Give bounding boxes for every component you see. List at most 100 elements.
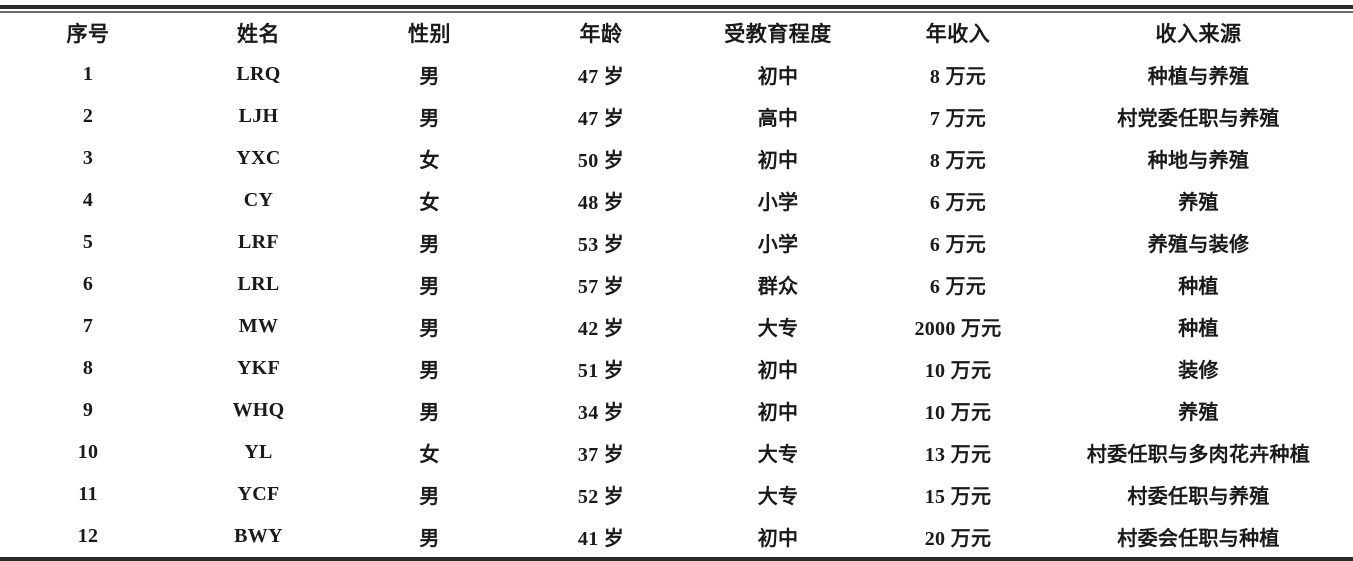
cell-seq: 1 — [82, 62, 94, 85]
cell-income: 8 万元 — [929, 149, 987, 172]
cell-name: LRQ — [236, 62, 281, 85]
cell-age: 51 岁 — [577, 359, 625, 382]
table-row: 5 LRF 男 53 岁 小学 6 万元 养殖与装修 — [0, 221, 1353, 263]
cell-source: 种地与养殖 — [1147, 149, 1250, 172]
cell-seq: 8 — [82, 356, 94, 379]
cell-source: 养殖 — [1178, 401, 1219, 424]
cell-edu: 初中 — [757, 527, 799, 550]
cell-income: 6 万元 — [929, 275, 987, 298]
table-header: 序号 姓名 性别 年龄 受教育程度 年收入 收入来源 — [0, 13, 1353, 53]
cell-gender: 女 — [419, 191, 440, 214]
table-bottom-rule — [0, 557, 1353, 561]
cell-age: 47 岁 — [577, 107, 625, 130]
cell-edu: 初中 — [757, 401, 799, 424]
cell-income: 7 万元 — [929, 107, 987, 130]
column-header-income-source: 收入来源 — [1155, 22, 1242, 46]
cell-income: 6 万元 — [929, 191, 987, 214]
column-header-education: 受教育程度 — [724, 22, 832, 46]
table-body: 1 LRQ 男 47 岁初中 8 万元 种植与养殖 2 LJH 男 47 岁高中 7 万元 村党委任职… — [0, 53, 1353, 557]
cell-edu: 小学 — [757, 191, 799, 214]
cell-income: 13 万元 — [924, 443, 992, 466]
cell-source: 装修 — [1178, 359, 1219, 382]
cell-income: 2000 万元 — [914, 317, 1002, 340]
cell-gender: 男 — [419, 527, 440, 550]
cell-income: 8 万元 — [929, 65, 987, 88]
cell-name: MW — [238, 314, 279, 337]
table-row: 11 YCF 男 52 岁 大专 15 万元 村委任职与养殖 — [0, 473, 1353, 515]
cell-income: 6 万元 — [929, 233, 987, 256]
cell-source: 养殖与装修 — [1147, 233, 1250, 256]
cell-name: LRF — [238, 230, 279, 253]
column-header-seq: 序号 — [66, 22, 110, 46]
cell-gender: 男 — [419, 401, 440, 424]
table-row: 9 WHQ 男 34 岁 初中 10 万元 养殖 — [0, 389, 1353, 431]
respondent-demographics-table: 序号 姓名 性别 年龄 受教育程度 年收入 收入来源 1 LRQ 男 47 岁初中 8 … — [0, 13, 1353, 557]
cell-age: 41 岁 — [577, 527, 625, 550]
bottom-rule-thick-line — [0, 557, 1353, 561]
cell-source: 种植 — [1178, 317, 1219, 340]
cell-gender: 男 — [419, 233, 440, 256]
cell-income: 15 万元 — [924, 485, 992, 508]
cell-source: 村委任职与多肉花卉种植 — [1086, 443, 1311, 466]
cell-name: CY — [243, 188, 274, 211]
cell-income: 10 万元 — [924, 359, 992, 382]
cell-age: 52 岁 — [577, 485, 625, 508]
cell-seq: 10 — [77, 440, 99, 463]
cell-edu: 大专 — [757, 317, 799, 340]
cell-name: BWY — [234, 524, 283, 547]
cell-age: 37 岁 — [577, 443, 625, 466]
table-row: 8 YKF 男 51 岁 初中 10 万元 装修 — [0, 347, 1353, 389]
cell-income: 20 万元 — [924, 527, 992, 550]
table-row: 1 LRQ 男 47 岁 初中 8 万元 种植与养殖 — [0, 53, 1353, 95]
cell-edu: 高中 — [757, 107, 799, 130]
cell-source: 养殖 — [1178, 191, 1219, 214]
column-header-age: 年龄 — [579, 22, 623, 46]
cell-seq: 12 — [77, 524, 99, 547]
table-row: 3 YXC 女 50 岁 初中 8 万元 种地与养殖 — [0, 137, 1353, 179]
table-row: 7 MW 男 42 岁 大专 2000 万元 种植 — [0, 305, 1353, 347]
table-row: 4 CY 女 48 岁 小学 6 万元 养殖 — [0, 179, 1353, 221]
cell-gender: 男 — [419, 107, 440, 130]
cell-age: 48 岁 — [577, 191, 625, 214]
cell-age: 42 岁 — [577, 317, 625, 340]
cell-age: 53 岁 — [577, 233, 625, 256]
cell-income: 10 万元 — [924, 401, 992, 424]
cell-gender: 男 — [419, 65, 440, 88]
cell-age: 34 岁 — [577, 401, 625, 424]
cell-source: 种植与养殖 — [1147, 65, 1250, 88]
cell-seq: 3 — [82, 146, 94, 169]
cell-gender: 男 — [419, 275, 440, 298]
cell-seq: 9 — [82, 398, 94, 421]
cell-name: YKF — [236, 356, 281, 379]
column-header-name: 姓名 — [237, 22, 280, 46]
top-rule-thick-line — [0, 5, 1353, 9]
cell-edu: 大专 — [757, 485, 799, 508]
cell-edu: 初中 — [757, 65, 799, 88]
cell-name: YL — [244, 440, 273, 463]
top-rule-thin-line — [0, 11, 1353, 13]
cell-name: YXC — [236, 146, 281, 169]
cell-age: 50 岁 — [577, 149, 625, 172]
cell-source: 种植 — [1178, 275, 1219, 298]
cell-edu: 小学 — [757, 233, 799, 256]
cell-seq: 5 — [82, 230, 94, 253]
cell-name: WHQ — [232, 398, 285, 421]
cell-edu: 大专 — [757, 443, 799, 466]
cell-seq: 2 — [82, 104, 94, 127]
cell-gender: 女 — [419, 443, 440, 466]
cell-age: 47 岁 — [577, 65, 625, 88]
column-header-gender: 性别 — [408, 22, 451, 46]
cell-gender: 女 — [419, 149, 440, 172]
table-row: 2 LJH 男 47 岁 高中 7 万元 村党委任职与养殖 — [0, 95, 1353, 137]
cell-seq: 7 — [82, 314, 94, 337]
cell-edu: 初中 — [757, 359, 799, 382]
cell-edu: 群众 — [757, 275, 799, 298]
cell-seq: 11 — [78, 482, 98, 505]
table-row: 6 LRL 男 57 岁 群众 6 万元 种植 — [0, 263, 1353, 305]
cell-name: LRL — [237, 272, 280, 295]
cell-source: 村委会任职与种植 — [1117, 527, 1280, 550]
cell-age: 57 岁 — [577, 275, 625, 298]
cell-source: 村党委任职与养殖 — [1117, 107, 1280, 130]
table-top-rule — [0, 0, 1353, 13]
